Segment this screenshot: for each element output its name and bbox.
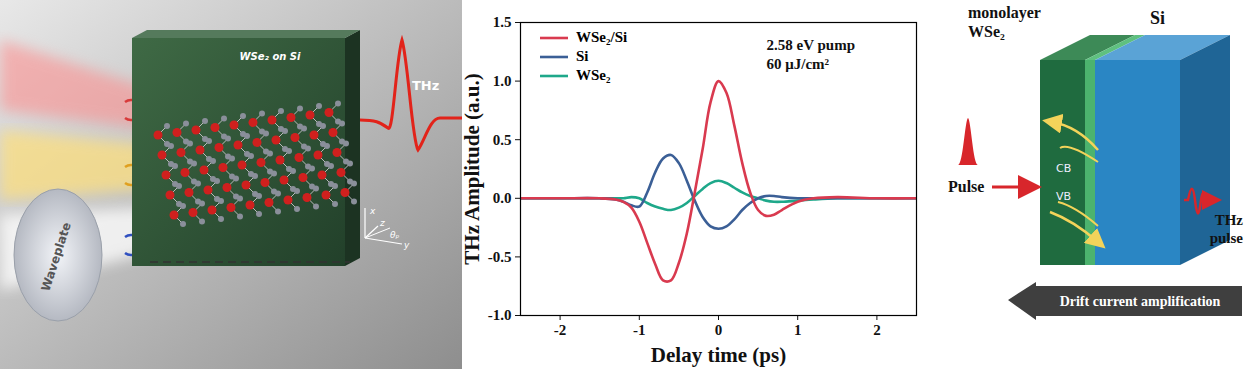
svg-text:0.0: 0.0 (493, 190, 512, 206)
svg-text:1: 1 (794, 322, 802, 338)
svg-text:WSe₂ on Si: WSe₂ on Si (240, 51, 302, 62)
svg-text:Waveplate: Waveplate (38, 221, 73, 293)
svg-text:1.0: 1.0 (493, 73, 512, 89)
svg-text:2: 2 (873, 322, 881, 338)
html-text:WSe₂/Si: WSe₂/Si (576, 29, 628, 45)
svg-text:Delay time (ps): Delay time (ps) (651, 343, 786, 367)
html-text:WSe₂: WSe₂ (576, 67, 611, 83)
svg-text:y: y (403, 240, 410, 250)
svg-text:θₚ: θₚ (390, 230, 400, 240)
svg-text:THz: THz (412, 78, 439, 93)
svg-text:THz Amplitude (a.u.): THz Amplitude (a.u.) (460, 73, 484, 264)
svg-text:0.5: 0.5 (493, 132, 512, 148)
svg-text:-2: -2 (554, 322, 567, 338)
svg-text:THz: THz (1215, 212, 1244, 228)
svg-text:monolayer: monolayer (968, 4, 1041, 22)
svg-text:x: x (369, 206, 376, 216)
svg-text:pulse: pulse (1210, 230, 1244, 246)
svg-text:0: 0 (715, 322, 723, 338)
svg-text:-1: -1 (633, 322, 646, 338)
svg-text:1.5: 1.5 (493, 14, 512, 30)
svg-text:CB: CB (1056, 162, 1071, 175)
svg-text:z: z (379, 218, 385, 228)
svg-text:2.58 eV pump60 μJ/cm²: 2.58 eV pump60 μJ/cm² (767, 37, 856, 72)
svg-text:Drift current amplification: Drift current amplification (1060, 294, 1221, 309)
svg-text:Pulse: Pulse (948, 178, 984, 195)
svg-text:WSe₂: WSe₂ (968, 23, 1005, 40)
svg-text:-1.0: -1.0 (488, 307, 512, 323)
svg-text:-0.5: -0.5 (488, 249, 512, 265)
svg-text:VB: VB (1056, 190, 1071, 203)
html-text:Si: Si (576, 48, 589, 64)
svg-text:Si: Si (1150, 8, 1165, 28)
